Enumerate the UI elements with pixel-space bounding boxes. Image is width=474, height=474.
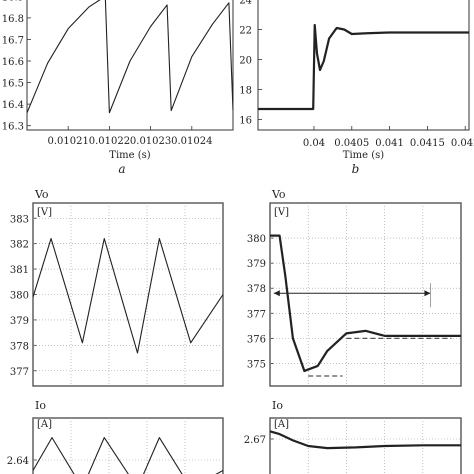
unit-label: [V] (274, 207, 289, 218)
y-tick-label: 381 (10, 265, 29, 276)
y-tick-label: 380 (247, 234, 266, 245)
y-tick-label: 24 (239, 0, 252, 7)
series-line-b-0 (258, 23, 469, 111)
series-lines (27, 0, 469, 474)
y-tick-label: 378 (10, 341, 29, 352)
y-tick-label: 16.5 (2, 79, 24, 90)
y-tick-label: 20 (239, 56, 252, 67)
series-line-a-0 (27, 0, 233, 114)
y-tick-label: 22 (239, 26, 252, 37)
y-tick-label: 379 (10, 316, 29, 327)
arrow-head-right (424, 290, 431, 297)
panel-title: Vo (271, 188, 286, 201)
y-tick-label: 2.67 (244, 435, 266, 446)
y-tick-label: 375 (247, 359, 266, 370)
x-tick-label: 0.042 (451, 138, 474, 149)
x-tick-label: 0.0415 (410, 138, 445, 149)
unit-label: [A] (37, 419, 52, 430)
unit-label: [V] (37, 207, 52, 218)
arrow-head-left (273, 290, 280, 297)
y-tick-label: 380 (10, 291, 29, 302)
series-line-io-right-0 (270, 430, 461, 450)
panel-caption: a (118, 162, 125, 176)
unit-label: [A] (274, 419, 289, 430)
y-tick-label: 16.4 (2, 100, 24, 111)
x-tick-label: 0.01022 (89, 136, 130, 147)
panel-title: Vo (34, 188, 49, 201)
x-tick-label: 0.0405 (334, 138, 369, 149)
plot-frame-vo-left (32, 202, 224, 387)
y-tick-label: 379 (247, 259, 266, 270)
series-line-vo-right-0 (270, 234, 461, 373)
y-tick-label: 16.6 (2, 57, 24, 68)
x-axis-label: Time (s) (343, 150, 384, 161)
x-tick-label: 0.04 (303, 138, 325, 149)
panel-title: Io (35, 399, 46, 412)
x-tick-label: 0.01024 (171, 136, 212, 147)
annotations (273, 283, 452, 377)
y-tick-label: 376 (247, 334, 266, 345)
panel-title: Io (272, 399, 283, 412)
y-tick-label: 377 (10, 367, 29, 378)
x-tick-label: 0.041 (375, 138, 404, 149)
y-tick-label: 377 (247, 309, 266, 320)
y-tick-label: 378 (247, 284, 266, 295)
plot-frame-b (257, 0, 470, 131)
y-tick-label: 16.8 (2, 14, 24, 25)
y-tick-label: 16.9 (2, 0, 24, 3)
plot-frame-io-left (32, 417, 224, 474)
series-line-vo-left-0 (33, 238, 223, 354)
x-axis-label: Time (s) (109, 150, 150, 161)
y-tick-label: 18 (239, 86, 252, 97)
y-tick-label: 383 (10, 214, 29, 225)
x-tick-label: 0.01023 (130, 136, 171, 147)
plot-frame-vo-right (269, 202, 462, 387)
y-tick-label: 2.64 (7, 456, 29, 467)
series-line-io-left-0 (33, 437, 223, 474)
y-tick-label: 382 (10, 240, 29, 251)
y-tick-label: 16 (239, 116, 252, 127)
plot-frame-io-right (269, 417, 462, 474)
grid-lines (33, 203, 461, 474)
plot-frame-a (26, 0, 234, 131)
panel-caption: b (352, 162, 360, 176)
x-tick-label: 0.01021 (48, 136, 89, 147)
y-tick-label: 16.7 (2, 35, 24, 46)
y-tick-label: 16.3 (2, 122, 24, 133)
